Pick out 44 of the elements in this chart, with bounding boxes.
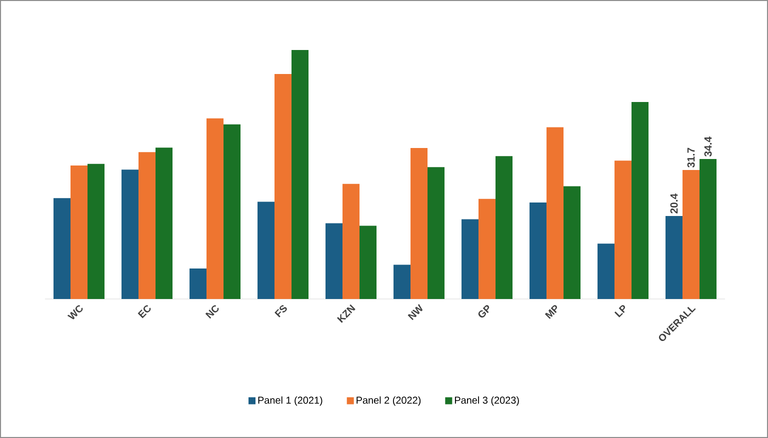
legend-label: Panel 2 (2022) xyxy=(356,396,421,406)
bar xyxy=(342,184,360,299)
bar xyxy=(614,160,632,299)
bar xyxy=(632,102,649,299)
bar xyxy=(700,159,717,299)
x-tick-label: LP xyxy=(614,305,625,318)
x-tick-label: NC xyxy=(205,305,219,319)
bar xyxy=(462,219,479,299)
x-tick-label: GP xyxy=(478,305,490,318)
data-label: 34.4 xyxy=(704,136,712,157)
bar xyxy=(682,170,700,299)
bar xyxy=(88,164,105,299)
bar xyxy=(54,198,71,299)
bar xyxy=(326,223,343,299)
x-tick-label: FS xyxy=(274,305,287,318)
bar xyxy=(546,127,564,299)
x-tick-label: EC xyxy=(138,305,151,318)
bar xyxy=(70,166,88,299)
bar xyxy=(156,148,173,299)
x-tick-label: MP xyxy=(544,305,557,319)
bar xyxy=(190,268,207,299)
legend-label: Panel 1 (2021) xyxy=(258,396,322,406)
bar xyxy=(138,152,156,299)
bar xyxy=(428,167,445,299)
bar xyxy=(496,156,513,299)
bar xyxy=(666,216,683,299)
bar xyxy=(598,244,615,299)
bar xyxy=(258,202,275,299)
bar xyxy=(394,264,411,299)
bar xyxy=(360,226,377,299)
data-label: 20.4 xyxy=(670,193,678,214)
bar xyxy=(274,74,292,299)
bar xyxy=(206,118,224,299)
x-tick-label: WC xyxy=(67,305,83,320)
bar xyxy=(292,50,309,299)
bar xyxy=(224,124,241,299)
bar xyxy=(478,198,496,299)
legend-label: Panel 3 (2023) xyxy=(454,396,519,406)
bar xyxy=(410,148,428,299)
bar xyxy=(122,170,139,299)
bar xyxy=(564,186,581,299)
data-label: 31.7 xyxy=(687,148,695,168)
bar xyxy=(530,202,547,299)
x-tick-label: NW xyxy=(408,304,423,320)
